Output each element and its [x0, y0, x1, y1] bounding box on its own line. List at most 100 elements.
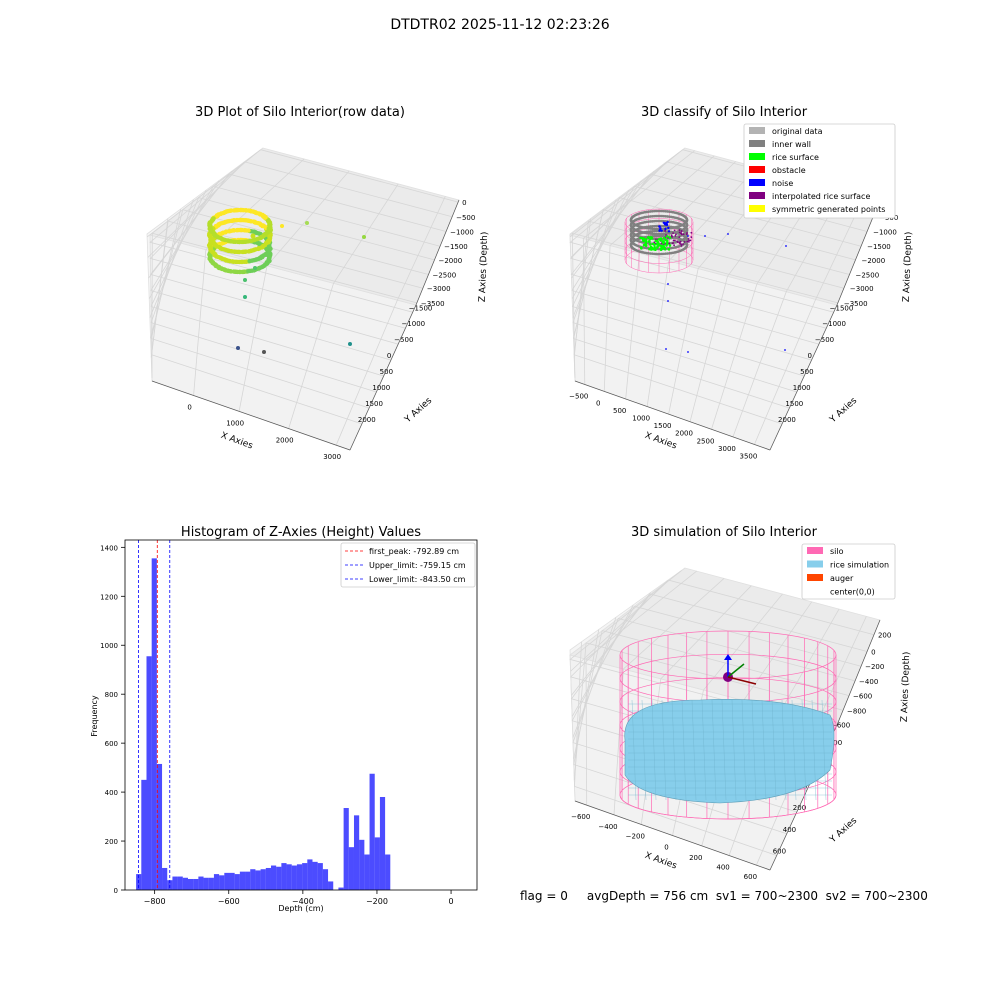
y-tick-label: 1500 [365, 400, 383, 408]
noise-point [659, 229, 661, 231]
interpolated-point [678, 236, 680, 238]
noise-point [665, 223, 667, 225]
raw-point [236, 346, 240, 350]
histogram-bar [240, 872, 245, 890]
x-tick-label: 3000 [323, 453, 341, 461]
y-tick-label: 2000 [358, 416, 376, 424]
x-tick-label: 1000 [226, 419, 244, 427]
rice-surface-point [643, 237, 646, 240]
chart-panel-2: Histogram of Z-Axies (Height) Values−800… [90, 525, 477, 913]
interpolated-point [679, 231, 681, 233]
rice-surface-point [656, 243, 659, 246]
noise-point [785, 245, 787, 247]
interpolated-point [690, 240, 692, 242]
chart-panel-0: 3D Plot of Silo Interior(row data)010002… [147, 105, 490, 461]
legend-label: auger [830, 574, 854, 583]
chart-panel-3: 3D simulation of Silo Interior−600−400−2… [570, 525, 912, 881]
rice-surface-point [665, 244, 668, 247]
rice-surface-point [664, 248, 667, 251]
interpolated-point [679, 229, 681, 231]
z-tick-label: −400 [859, 678, 878, 686]
raw-point [267, 227, 273, 233]
interpolated-point [688, 238, 690, 240]
interpolated-point [682, 243, 684, 245]
interpolated-point [676, 240, 678, 242]
legend-frame [744, 124, 895, 218]
noise-point [687, 235, 689, 237]
x-tick-label: −500 [569, 392, 588, 400]
rice-surface-point [652, 248, 655, 251]
y-tick-label: 1500 [785, 400, 803, 408]
z-tick-label: −2000 [438, 257, 462, 265]
legend-label: Lower_limit: -843.50 cm [369, 575, 466, 584]
histogram-bar [178, 877, 183, 890]
x-tick-label: 2000 [276, 437, 294, 445]
rice-surface-point [652, 243, 655, 246]
legend-swatch [749, 127, 765, 134]
histogram-bar [281, 863, 286, 890]
x-tick-label: 200 [689, 854, 702, 862]
inner-wall-point [686, 219, 689, 222]
rice-surface-point [662, 244, 665, 247]
y-tick-label: −500 [815, 336, 834, 344]
noise-point [667, 227, 669, 229]
y-tick-label: 0 [387, 352, 391, 360]
histogram-bar [375, 837, 380, 890]
x-tick-label: −200 [626, 832, 645, 840]
raw-point [280, 224, 284, 228]
rice-surface-point [669, 236, 672, 239]
x-axis-label: X Axies [643, 851, 678, 872]
raw-point [305, 221, 309, 225]
y-tick-label: 1000 [100, 642, 118, 650]
chart-legend: first_peak: -792.89 cmUpper_limit: -759.… [341, 543, 475, 587]
x-tick-label: −200 [366, 897, 388, 906]
y-tick-label: −500 [394, 336, 413, 344]
histogram-bar [297, 864, 302, 890]
interpolated-point [672, 232, 674, 234]
rice-surface-point [640, 247, 643, 250]
histogram-bar [385, 855, 390, 890]
noise-point [727, 233, 729, 235]
histogram-bar [364, 855, 369, 890]
raw-point [267, 255, 271, 259]
histogram-bar [219, 875, 224, 890]
raw-point [267, 235, 271, 239]
noise-point [667, 283, 669, 285]
rice-surface-point [668, 248, 671, 251]
rice-surface-point [669, 244, 672, 247]
histogram-bar [354, 815, 359, 890]
noise-point [704, 235, 706, 237]
legend-swatch [749, 192, 765, 199]
histogram-bar [141, 780, 146, 890]
histogram-bar [183, 878, 188, 890]
legend-label: Upper_limit: -759.15 cm [369, 561, 466, 570]
histogram-bar [380, 797, 385, 890]
interpolated-point [673, 244, 675, 246]
legend-label: symmetric generated points [772, 205, 885, 214]
histogram-bar [250, 869, 255, 890]
legend-label: noise [772, 179, 793, 188]
z-tick-label: −3500 [844, 300, 868, 308]
y-tick-label: 600 [105, 740, 118, 748]
rice-surface-point [660, 248, 663, 251]
histogram-bar [292, 866, 297, 890]
z-tick-label: 0 [462, 199, 466, 207]
legend-swatch [807, 561, 823, 568]
histogram-bar [188, 879, 193, 890]
noise-point [687, 351, 689, 353]
interpolated-point [690, 236, 692, 238]
interpolated-point [681, 234, 683, 236]
noise-point [784, 349, 786, 351]
legend-label: rice simulation [830, 561, 889, 570]
interpolated-point [680, 241, 682, 243]
legend-label: interpolated rice surface [772, 192, 870, 201]
legend-swatch [749, 179, 765, 186]
raw-point [253, 266, 257, 270]
x-tick-label: −400 [598, 823, 617, 831]
chart-legend: original datainner wallrice surfaceobsta… [744, 124, 895, 218]
histogram-bar [152, 558, 157, 890]
interpolated-point [683, 233, 685, 235]
interpolated-point [664, 230, 666, 232]
legend-swatch [749, 166, 765, 173]
y-tick-label: −1000 [401, 320, 425, 328]
